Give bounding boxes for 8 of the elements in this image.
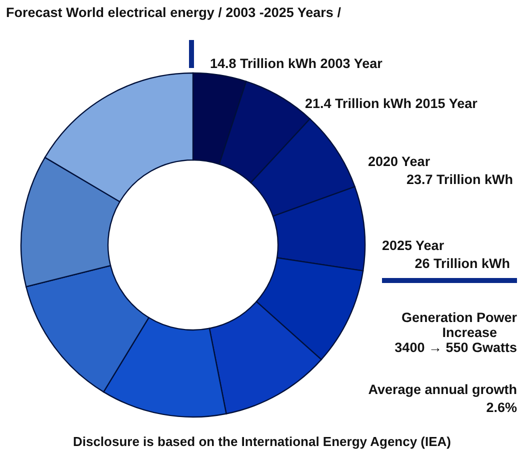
text: Disclosure is based on the International Energy Agency (IEA) (72, 434, 452, 449)
chart-title: Forecast World electrical energy / 2003 -2025 Years / (6, 5, 342, 20)
text: 2020 Year 23.7 Trillion kWh (368, 154, 513, 187)
text: Average annual growth 2.6% (368, 382, 517, 415)
text: 21.4 Trillion kWh 2015 Year (305, 96, 478, 111)
text: 2025 Year 26 Trillion kWh (382, 238, 510, 271)
text: 14.8 Trillion kWh 2003 Year (210, 56, 384, 71)
text: Generation Power Increase 3400 → 550 Gwatts (394, 310, 518, 355)
